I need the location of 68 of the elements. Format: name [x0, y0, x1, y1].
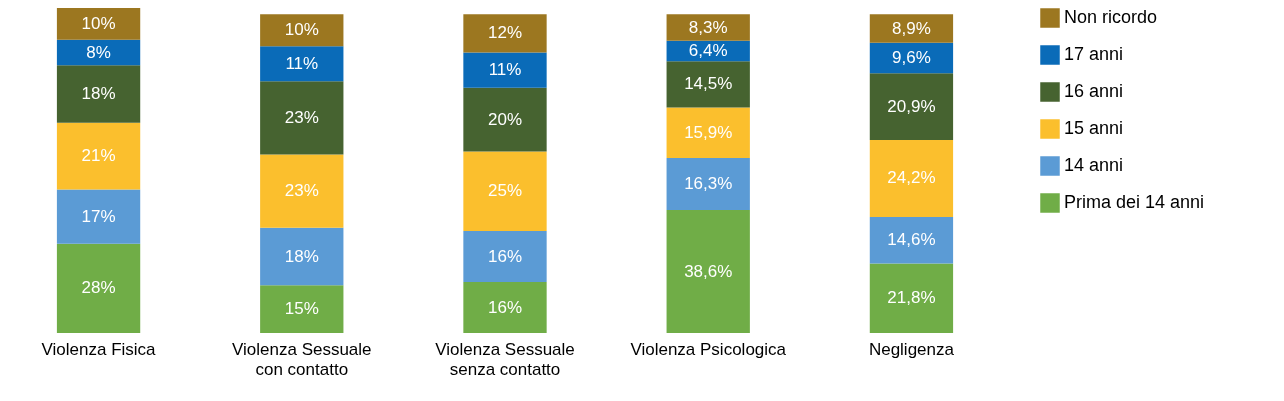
data-label: 14,5% [684, 74, 733, 94]
bar [260, 81, 344, 155]
data-label: 10% [81, 13, 116, 33]
data-label: 21,8% [887, 288, 936, 308]
data-label: 12% [487, 23, 523, 43]
bar [869, 139, 954, 218]
bar [666, 107, 750, 159]
data-label: 21% [81, 146, 116, 166]
bar [463, 282, 547, 333]
x-tick-label: Violenza Sessuale senza contatto [435, 339, 575, 379]
legend-label: 17 anni [1064, 44, 1124, 64]
data-label: 8% [86, 42, 111, 62]
data-label: 11% [285, 53, 319, 73]
bar [666, 210, 750, 333]
bar [869, 73, 954, 140]
bar [56, 8, 141, 40]
x-tick-label: Violenza Psicologica [630, 339, 787, 359]
bar [260, 227, 344, 286]
bar [260, 154, 344, 228]
data-label: 9,6% [892, 48, 931, 68]
data-label: 16% [487, 246, 523, 266]
data-label: 28% [81, 278, 116, 298]
bar [56, 243, 141, 333]
bar [260, 14, 344, 47]
bar [260, 285, 344, 333]
data-label: 15% [284, 299, 319, 319]
data-label: 23% [284, 181, 319, 201]
bar [869, 263, 954, 333]
data-label: 16% [487, 297, 523, 317]
legend-label: Non ricordo [1064, 7, 1158, 27]
legend-label: 14 anni [1064, 155, 1124, 175]
x-tick-label: Violenza Fisica [41, 339, 157, 359]
bar [56, 189, 141, 244]
bar [463, 52, 547, 88]
bar [869, 217, 954, 264]
data-label: 18% [284, 246, 319, 266]
bar [463, 14, 547, 53]
x-tick-label: Negligenza [868, 339, 955, 359]
bar [463, 151, 547, 232]
legend-label: 15 anni [1064, 118, 1124, 138]
bar [463, 231, 547, 283]
data-label: 24,2% [887, 168, 936, 188]
data-label: 6,4% [688, 41, 728, 61]
data-label: 17% [81, 206, 116, 226]
data-label: 18% [81, 84, 116, 104]
data-label: 8,9% [892, 18, 931, 38]
data-label: 23% [284, 107, 319, 127]
bar [56, 39, 141, 66]
data-label: 16,3% [684, 174, 733, 194]
data-label: 11% [488, 60, 522, 80]
bar [666, 61, 750, 108]
bar [56, 65, 141, 123]
data-label: 38,6% [684, 261, 733, 281]
bar [869, 14, 954, 43]
bar [666, 158, 750, 211]
data-label: 20,9% [887, 96, 936, 116]
data-label: 10% [284, 20, 319, 40]
data-label: 14,6% [887, 230, 936, 250]
data-label: 15,9% [684, 122, 733, 142]
data-label: 8,3% [688, 17, 728, 37]
legend-label: Prima dei 14 anni [1064, 192, 1205, 212]
data-label: 20% [487, 109, 523, 129]
bar [463, 87, 547, 152]
data-label: 25% [487, 181, 523, 201]
legend-label: 16 anni [1064, 81, 1124, 101]
bar [56, 122, 141, 190]
bar [260, 46, 344, 82]
x-tick-label: Violenza Sessuale con contatto [232, 339, 372, 379]
